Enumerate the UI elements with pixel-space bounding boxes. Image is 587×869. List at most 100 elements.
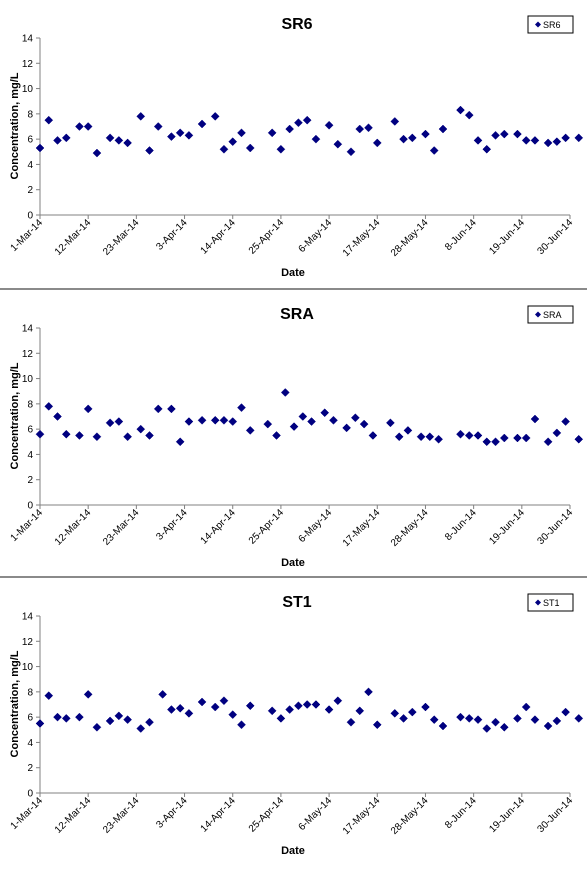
data-point bbox=[184, 417, 194, 426]
x-tick-label: 28-May-14 bbox=[389, 507, 431, 549]
data-point bbox=[184, 130, 194, 140]
series-st1 bbox=[35, 687, 584, 733]
data-point bbox=[372, 720, 382, 730]
data-point bbox=[429, 146, 439, 155]
y-tick-label: 4 bbox=[27, 450, 33, 461]
data-point bbox=[53, 712, 62, 722]
data-point bbox=[145, 146, 154, 155]
data-point bbox=[521, 433, 531, 443]
x-axis-label: Date bbox=[281, 845, 305, 857]
x-tick-label: 30-Jun-14 bbox=[536, 795, 576, 835]
chart-sra: SRA 0 2 4 6 8 10 12 14 1-Mar-14 12-Mar-14 23-Mar-14… bbox=[9, 305, 584, 569]
data-point bbox=[294, 118, 303, 128]
chart-panel-st1: ST1 0 2 4 6 8 10 12 14 1-Mar-14 12-Mar-14 23-Mar-14… bbox=[0, 578, 587, 869]
legend-marker bbox=[535, 311, 541, 318]
data-point bbox=[298, 412, 308, 421]
x-tick-label: 14-Apr-14 bbox=[199, 795, 239, 835]
y-tick-label: 14 bbox=[22, 612, 34, 623]
y-tick-label: 8 bbox=[27, 109, 33, 120]
data-point bbox=[552, 716, 562, 726]
data-point bbox=[407, 133, 417, 143]
data-point bbox=[394, 432, 404, 442]
data-point bbox=[197, 119, 207, 129]
data-point bbox=[167, 705, 176, 714]
data-point bbox=[491, 717, 500, 727]
data-point bbox=[75, 122, 84, 131]
data-point bbox=[105, 716, 115, 726]
data-point bbox=[75, 712, 84, 722]
data-point bbox=[210, 415, 220, 425]
data-point bbox=[294, 701, 303, 711]
data-point bbox=[346, 717, 356, 727]
data-point bbox=[464, 110, 474, 120]
data-point bbox=[359, 419, 369, 429]
data-point bbox=[175, 703, 185, 713]
y-tick-label: 8 bbox=[27, 687, 33, 698]
data-point bbox=[390, 117, 400, 126]
data-point bbox=[114, 417, 124, 426]
data-point bbox=[267, 706, 277, 716]
data-point bbox=[530, 136, 540, 145]
x-tick-label: 6-May-14 bbox=[297, 795, 335, 833]
data-point bbox=[83, 690, 93, 699]
data-point bbox=[123, 715, 132, 725]
data-point bbox=[530, 715, 540, 725]
data-point bbox=[438, 721, 448, 731]
data-point bbox=[429, 715, 439, 725]
chart-title: ST1 bbox=[282, 594, 311, 611]
data-point bbox=[499, 433, 509, 443]
data-point bbox=[329, 415, 338, 425]
data-point bbox=[530, 414, 540, 424]
data-point bbox=[355, 706, 365, 716]
x-tick-label: 19-Jun-14 bbox=[487, 795, 527, 835]
data-point bbox=[355, 124, 365, 134]
data-point bbox=[285, 124, 295, 134]
y-tick-label: 2 bbox=[27, 185, 33, 196]
data-point bbox=[421, 702, 430, 712]
data-point bbox=[53, 136, 62, 145]
data-point bbox=[552, 428, 562, 438]
y-axis-label: Concentration, mg/L bbox=[9, 72, 21, 179]
data-point bbox=[114, 711, 124, 721]
x-tick-label: 1-Mar-14 bbox=[9, 507, 46, 544]
x-tick-label: 12-Mar-14 bbox=[53, 507, 94, 548]
data-point bbox=[302, 700, 312, 709]
data-point bbox=[276, 714, 286, 723]
x-tick-label: 17-May-14 bbox=[341, 507, 383, 549]
y-tick-label: 4 bbox=[27, 160, 33, 171]
y-tick-label: 14 bbox=[22, 34, 34, 45]
data-point bbox=[464, 431, 474, 440]
data-point bbox=[473, 136, 483, 145]
data-point bbox=[552, 137, 562, 147]
data-point bbox=[219, 415, 229, 425]
data-point bbox=[237, 720, 246, 730]
x-tick-label: 8-Jun-14 bbox=[443, 217, 479, 253]
data-point bbox=[145, 717, 154, 727]
x-tick-label: 25-Apr-14 bbox=[247, 217, 287, 257]
data-point bbox=[386, 418, 395, 428]
legend-box bbox=[527, 593, 574, 612]
y-tick-label: 0 bbox=[27, 211, 33, 222]
x-tick-label: 23-Mar-14 bbox=[101, 217, 142, 258]
data-point bbox=[499, 129, 509, 139]
data-point bbox=[197, 415, 207, 425]
data-point bbox=[285, 705, 295, 714]
data-point bbox=[219, 696, 229, 706]
data-point bbox=[482, 144, 492, 154]
data-point bbox=[237, 128, 246, 138]
legend: SR6 bbox=[527, 15, 574, 34]
data-point bbox=[368, 431, 378, 440]
data-point bbox=[513, 433, 522, 443]
data-point bbox=[136, 424, 146, 434]
x-tick-label: 19-Jun-14 bbox=[487, 507, 527, 547]
chart-panel-sr6: SR6 0 2 4 6 8 10 12 14 1-Mar-14 12-Mar-14 23-Mar-14… bbox=[0, 0, 587, 288]
data-point bbox=[83, 122, 93, 131]
y-tick-label: 12 bbox=[22, 59, 34, 70]
data-point bbox=[280, 388, 290, 397]
data-point bbox=[407, 707, 417, 717]
data-point bbox=[136, 724, 146, 733]
data-point bbox=[167, 404, 176, 414]
data-point bbox=[35, 719, 45, 728]
x-tick-label: 6-May-14 bbox=[297, 507, 335, 545]
data-point bbox=[263, 419, 273, 429]
